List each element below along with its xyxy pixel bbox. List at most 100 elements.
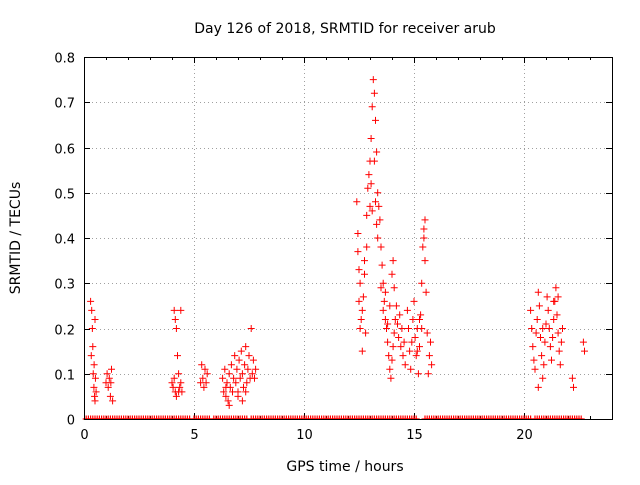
data-point [172,325,180,332]
data-point [528,325,536,332]
data-point [416,315,423,323]
data-point [389,257,397,265]
data-point [417,311,425,319]
data-point [554,293,562,301]
data-point [410,297,418,305]
data-point [544,306,552,314]
data-point [199,374,207,382]
data-point [409,315,417,323]
data-point [378,261,386,269]
data-point [385,352,393,360]
x-tick-label: 10 [296,428,313,443]
data-point [534,383,542,391]
data-point [177,306,185,314]
data-point [220,388,228,396]
data-point [237,347,245,355]
data-point [242,343,250,351]
data-point [91,397,99,405]
data-point [374,234,382,242]
data-point [370,157,378,165]
data-point [361,257,368,265]
y-tick-label: 0.3 [54,278,75,293]
data-point [168,379,176,387]
data-point [427,338,434,346]
y-tick-label: 0.6 [54,143,75,158]
data-point [227,361,235,369]
data-point [423,329,431,337]
data-point [201,365,209,373]
data-point [425,352,433,360]
data-point [245,352,253,360]
data-point [92,388,100,396]
data-point [235,356,243,364]
data-point [392,302,400,310]
data-point [89,343,97,351]
data-point [581,347,588,355]
data-point [222,383,230,391]
data-point [221,365,229,373]
data-point [107,379,115,387]
data-point [233,365,241,373]
data-point [238,397,246,405]
data-point [370,89,378,97]
data-point [238,370,246,378]
data-point [225,401,233,409]
data-point [355,266,363,274]
data-point [557,338,565,346]
data-point [356,279,364,287]
data-point [244,365,252,373]
data-point [232,379,240,387]
data-point [420,225,428,233]
data-point [219,374,227,382]
data-point [554,329,562,337]
data-point [541,338,549,346]
data-points [82,76,588,420]
x-tick-label: 0 [80,428,88,443]
y-axis-label: SRMTID / TECUs [8,182,24,295]
data-point [399,352,407,360]
data-point [538,352,546,360]
data-point [411,334,419,342]
data-point [109,397,117,405]
data-point [368,207,376,215]
y-tick-label: 0.5 [54,188,75,203]
data-point [570,383,577,391]
data-point [103,370,111,378]
data-point [203,370,211,378]
data-point [395,334,403,342]
data-point [390,329,398,337]
data-point [362,329,370,337]
data-point [356,325,364,332]
data-point [542,320,550,328]
data-point [543,293,551,301]
data-point [354,229,362,237]
data-point [550,315,558,323]
data-point [384,320,392,328]
data-point [391,315,399,323]
data-point [89,370,97,378]
data-point [555,347,563,355]
data-point [170,306,178,314]
data-point [418,279,426,287]
data-point [373,148,381,156]
data-point [406,347,414,355]
chart-title: Day 126 of 2018, SRMTID for receiver aru… [194,21,496,37]
data-point [532,329,540,337]
data-point [539,374,547,382]
data-point [398,325,406,332]
data-point [412,352,420,360]
data-point [357,315,365,323]
data-point [367,180,375,188]
data-point [545,325,553,332]
data-point [248,370,256,378]
data-point [175,370,183,378]
data-point [533,315,541,323]
data-point [387,374,395,382]
data-point [88,325,96,332]
data-point [390,284,398,292]
data-point [379,306,387,314]
data-point [421,257,429,265]
y-tick-label: 0.4 [54,233,75,248]
